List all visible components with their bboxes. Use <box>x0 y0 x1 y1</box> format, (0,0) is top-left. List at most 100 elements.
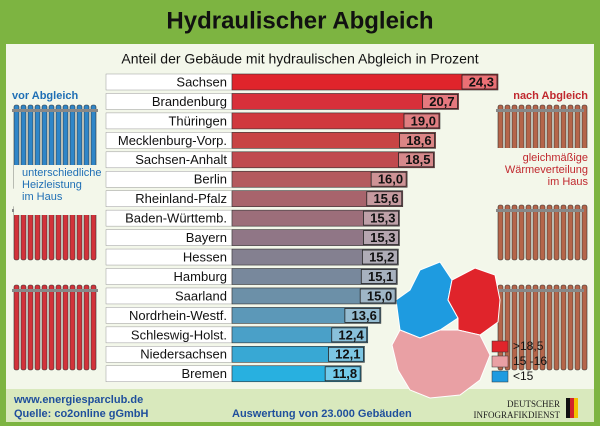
bar <box>231 326 369 344</box>
radiator-fin <box>532 204 539 261</box>
note-bg <box>14 165 102 215</box>
bar <box>231 73 499 91</box>
chart-subtitle: Anteil der Gebäude mit hydraulischen Abg… <box>121 51 478 67</box>
value-label: 15,0 <box>367 288 392 303</box>
value-box <box>370 171 407 187</box>
radiator-fin <box>560 204 567 261</box>
radiator-fin <box>574 284 581 371</box>
left-note: im Haus <box>22 191 63 203</box>
chart-title: Hydraulischer Abgleich <box>166 7 433 34</box>
radiator-fin <box>525 204 532 261</box>
value-box <box>360 269 397 284</box>
category-label: Hamburg <box>174 269 227 284</box>
value-label: 15,3 <box>370 230 395 245</box>
category-label: Hessen <box>183 249 227 264</box>
legend-swatch <box>491 370 509 383</box>
radiator-fin <box>41 284 48 371</box>
radiator-pipe <box>496 109 584 112</box>
radiator-fin <box>525 284 532 371</box>
value-box <box>403 113 440 129</box>
radiator-fin <box>532 284 539 371</box>
radiator-pipe <box>12 109 98 112</box>
value-label: 18,6 <box>406 133 431 148</box>
radiator-fin <box>581 284 588 371</box>
value-label: 15,2 <box>369 249 394 264</box>
radiator-fin <box>83 284 90 371</box>
legend-swatch <box>491 355 509 368</box>
value-label: 24,3 <box>469 74 494 89</box>
radiator-fin <box>76 284 83 371</box>
radiator-fin <box>511 284 518 371</box>
bar <box>231 112 441 130</box>
left-caption: vor Abgleich <box>12 90 78 102</box>
radiator-fin <box>27 284 34 371</box>
category-label: Rheinland-Pfalz <box>135 191 227 206</box>
category-label: Bremen <box>181 366 227 381</box>
publisher: DEUTSCHER <box>507 399 560 409</box>
bar <box>231 209 400 227</box>
bar <box>231 229 400 246</box>
radiator-fin <box>574 204 581 261</box>
value-box <box>344 307 381 323</box>
bar <box>231 151 435 169</box>
category-label: Sachsen-Anhalt <box>135 152 227 167</box>
footer-band <box>6 389 594 422</box>
right-note: gleichmäßige <box>523 152 588 164</box>
value-label: 12,1 <box>335 347 360 362</box>
publisher: INFOGRAFIKDIENST <box>473 410 560 420</box>
radiator-fin <box>581 204 588 261</box>
bar <box>231 190 404 207</box>
right-caption: nach Abgleich <box>513 90 588 102</box>
radiator-pipe <box>496 209 584 212</box>
value-box <box>363 230 399 246</box>
radiator-fin <box>546 204 553 261</box>
map-region <box>447 267 501 336</box>
category-label: Schleswig-Holst. <box>131 327 227 342</box>
value-label: 11,8 <box>333 366 358 381</box>
right-note: Wärmeverteilung <box>505 164 588 176</box>
value-label: 15,6 <box>373 191 398 206</box>
radiator-fin <box>90 284 97 371</box>
value-box <box>422 94 458 109</box>
bar <box>231 287 397 305</box>
radiator-fin <box>567 204 574 261</box>
publisher-flag <box>570 398 574 418</box>
radiator-fin <box>69 284 76 371</box>
value-box <box>328 346 364 362</box>
value-label: 15,1 <box>368 269 393 284</box>
radiator-pipe <box>12 289 98 292</box>
value-box <box>359 288 396 304</box>
category-label: Berlin <box>194 172 227 187</box>
category-label: Niedersachsen <box>140 347 227 362</box>
value-label: 15,3 <box>370 211 395 226</box>
radiator-fin <box>567 284 574 371</box>
radiator-fin <box>518 284 525 371</box>
value-label: 18,5 <box>405 152 430 167</box>
radiator-fin <box>518 204 525 261</box>
right-note: im Haus <box>548 176 589 188</box>
value-box <box>361 249 398 265</box>
radiator-fin <box>48 284 55 371</box>
left-note: Heizleistung <box>22 179 82 191</box>
category-label: Saarland <box>175 288 227 303</box>
radiator-fin <box>497 204 504 261</box>
footer-note: Auswertung von 23.000 Gebäuden <box>232 408 412 420</box>
value-box <box>399 132 436 148</box>
radiator-fin <box>13 284 20 371</box>
bar <box>231 170 408 188</box>
bar <box>231 268 398 285</box>
radiator-fin <box>20 284 27 371</box>
value-box <box>461 74 498 90</box>
radiator-fin <box>553 204 560 261</box>
value-box <box>324 366 361 382</box>
category-label: Mecklenburg-Vorp. <box>118 133 227 148</box>
radiator-fin <box>539 204 546 261</box>
radiator-fin <box>546 284 553 371</box>
radiator-fin <box>55 284 62 371</box>
map-region <box>391 329 491 399</box>
radiator-fin <box>539 284 546 371</box>
value-label: 13,6 <box>352 308 377 323</box>
radiator-fin <box>553 284 560 371</box>
value-box <box>366 191 403 207</box>
